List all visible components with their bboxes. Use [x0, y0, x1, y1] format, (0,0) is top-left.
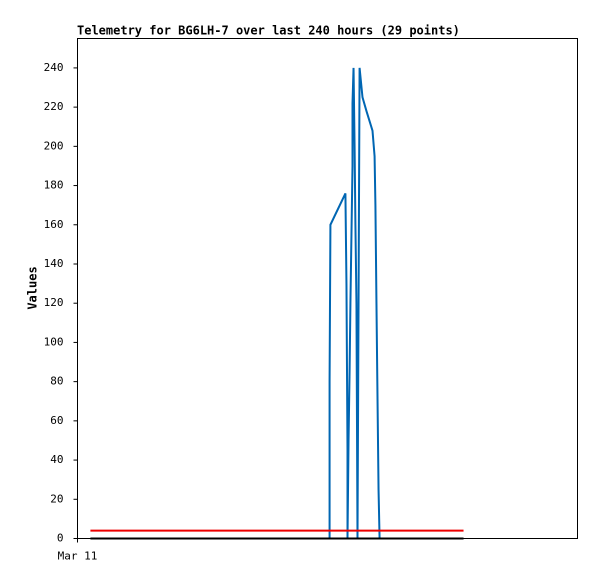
- y-tick-label: 160: [44, 218, 64, 231]
- y-tick-label: 220: [44, 100, 64, 113]
- y-tick-label: 80: [50, 375, 63, 388]
- y-tick-label: 20: [50, 492, 63, 505]
- y-tick-label: 40: [50, 453, 63, 466]
- y-axis-label: Values: [26, 266, 40, 309]
- y-tick-label: 120: [44, 296, 64, 309]
- y-tick-label: 0: [57, 532, 64, 545]
- y-tick-label: 200: [44, 139, 64, 152]
- y-tick-label: 140: [44, 257, 64, 270]
- y-tick-label: 180: [44, 179, 64, 192]
- y-tick-label: 60: [50, 414, 63, 427]
- y-tick-label: 240: [44, 61, 64, 74]
- x-tick-label: Mar 11: [58, 550, 98, 563]
- y-tick-label: 100: [44, 335, 64, 348]
- series-line: [328, 67, 381, 539]
- chart-title: Telemetry for BG6LH-7 over last 240 hour…: [77, 24, 460, 38]
